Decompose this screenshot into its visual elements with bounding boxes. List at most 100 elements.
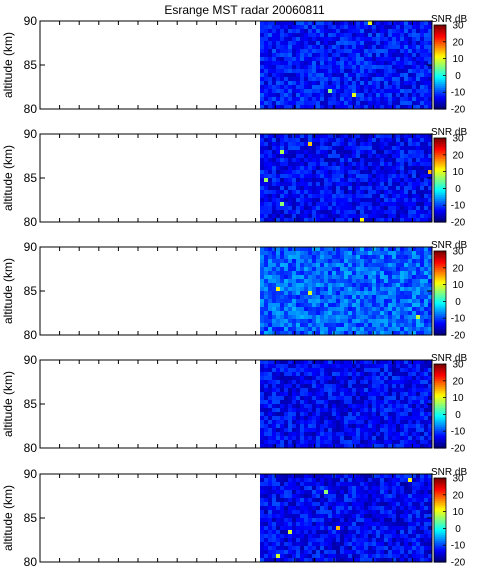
heatmap-cell	[352, 311, 356, 315]
heatmap-cell	[368, 364, 372, 368]
heatmap-cell	[308, 166, 312, 170]
heatmap-cell	[260, 295, 264, 299]
heatmap-cell	[264, 291, 268, 295]
heatmap-cell	[328, 436, 332, 440]
heatmap-cell	[316, 538, 320, 542]
heatmap-cell	[340, 247, 344, 251]
heatmap-cell	[376, 315, 380, 319]
heatmap-cell	[348, 53, 352, 57]
heatmap-cell	[324, 166, 328, 170]
heatmap-cell	[356, 158, 360, 162]
heatmap-cell	[276, 530, 280, 534]
heatmap-cell	[356, 424, 360, 428]
heatmap-cell	[300, 299, 304, 303]
heatmap-cell	[424, 134, 428, 138]
heatmap-cell	[412, 41, 416, 45]
heatmap-cell	[400, 77, 404, 81]
heatmap-cell	[300, 45, 304, 49]
heatmap-cell	[416, 85, 420, 89]
heatmap-cell	[288, 380, 292, 384]
heatmap-cell	[336, 73, 340, 77]
heatmap-cell	[404, 210, 408, 214]
heatmap-cell	[380, 178, 384, 182]
heatmap-cell	[316, 490, 320, 494]
heatmap-cell	[376, 490, 380, 494]
heatmap-cell	[340, 331, 344, 335]
heatmap-cell	[352, 251, 356, 255]
heatmap-cell	[356, 440, 360, 444]
heatmap-cell	[376, 271, 380, 275]
heatmap-cell	[312, 37, 316, 41]
heatmap-cell	[380, 404, 384, 408]
heatmap-cell	[312, 283, 316, 287]
heatmap-cell	[412, 408, 416, 412]
heatmap-cell	[360, 53, 364, 57]
heatmap-cell	[320, 45, 324, 49]
heatmap-cell	[368, 218, 372, 222]
heatmap-cell	[364, 53, 368, 57]
heatmap-cell	[268, 97, 272, 101]
heatmap-cell	[344, 210, 348, 214]
heatmap-cell	[392, 518, 396, 522]
heatmap-cell	[344, 65, 348, 69]
heatmap-cell	[408, 319, 412, 323]
heatmap-cell	[288, 384, 292, 388]
heatmap-cell	[276, 534, 280, 538]
heatmap-cell	[288, 251, 292, 255]
heatmap-cell	[324, 311, 328, 315]
heatmap-cell	[356, 279, 360, 283]
heatmap-cell	[288, 194, 292, 198]
heatmap-cell	[312, 25, 316, 29]
heatmap-cell	[296, 174, 300, 178]
heatmap-cell	[352, 73, 356, 77]
heatmap-cell	[376, 150, 380, 154]
heatmap-cell	[396, 299, 400, 303]
heatmap-cell	[356, 428, 360, 432]
heatmap-cell	[400, 384, 404, 388]
heatmap-cell	[396, 206, 400, 210]
heatmap-cell	[380, 526, 384, 530]
heatmap-cell	[356, 73, 360, 77]
heatmap-cell	[328, 41, 332, 45]
heatmap-cell	[372, 178, 376, 182]
heatmap-cell	[372, 158, 376, 162]
heatmap-cell	[356, 376, 360, 380]
heatmap-cell	[356, 255, 360, 259]
heatmap-cell	[316, 424, 320, 428]
heatmap-cell	[404, 218, 408, 222]
heatmap-cell	[396, 486, 400, 490]
heatmap-cell	[260, 53, 264, 57]
heatmap-cell	[416, 432, 420, 436]
heatmap-cell	[304, 319, 308, 323]
heatmap-cell	[292, 412, 296, 416]
heatmap-cell	[340, 392, 344, 396]
heatmap-cell	[396, 380, 400, 384]
heatmap-cell	[340, 57, 344, 61]
heatmap-cell	[304, 530, 308, 534]
heatmap-cell	[304, 478, 308, 482]
heatmap-cell	[308, 279, 312, 283]
heatmap-cell	[356, 166, 360, 170]
heatmap-cell	[296, 522, 300, 526]
heatmap-cell	[280, 303, 284, 307]
heatmap-cell	[260, 202, 264, 206]
heatmap-cell	[280, 182, 284, 186]
heatmap-cell	[264, 486, 268, 490]
heatmap-cell	[320, 542, 324, 546]
heatmap-cell	[424, 416, 428, 420]
heatmap-cell	[348, 138, 352, 142]
heatmap-cell	[356, 41, 360, 45]
heatmap-cell	[264, 400, 268, 404]
heatmap-cell	[320, 283, 324, 287]
heatmap-cell	[316, 214, 320, 218]
heatmap-cell	[360, 255, 364, 259]
heatmap-cell	[340, 170, 344, 174]
heatmap-cell	[408, 295, 412, 299]
heatmap-cell	[380, 295, 384, 299]
heatmap-cell	[424, 400, 428, 404]
heatmap-cell	[276, 178, 280, 182]
heatmap-cell	[416, 170, 420, 174]
heatmap-cell	[308, 283, 312, 287]
heatmap-cell	[308, 150, 312, 154]
